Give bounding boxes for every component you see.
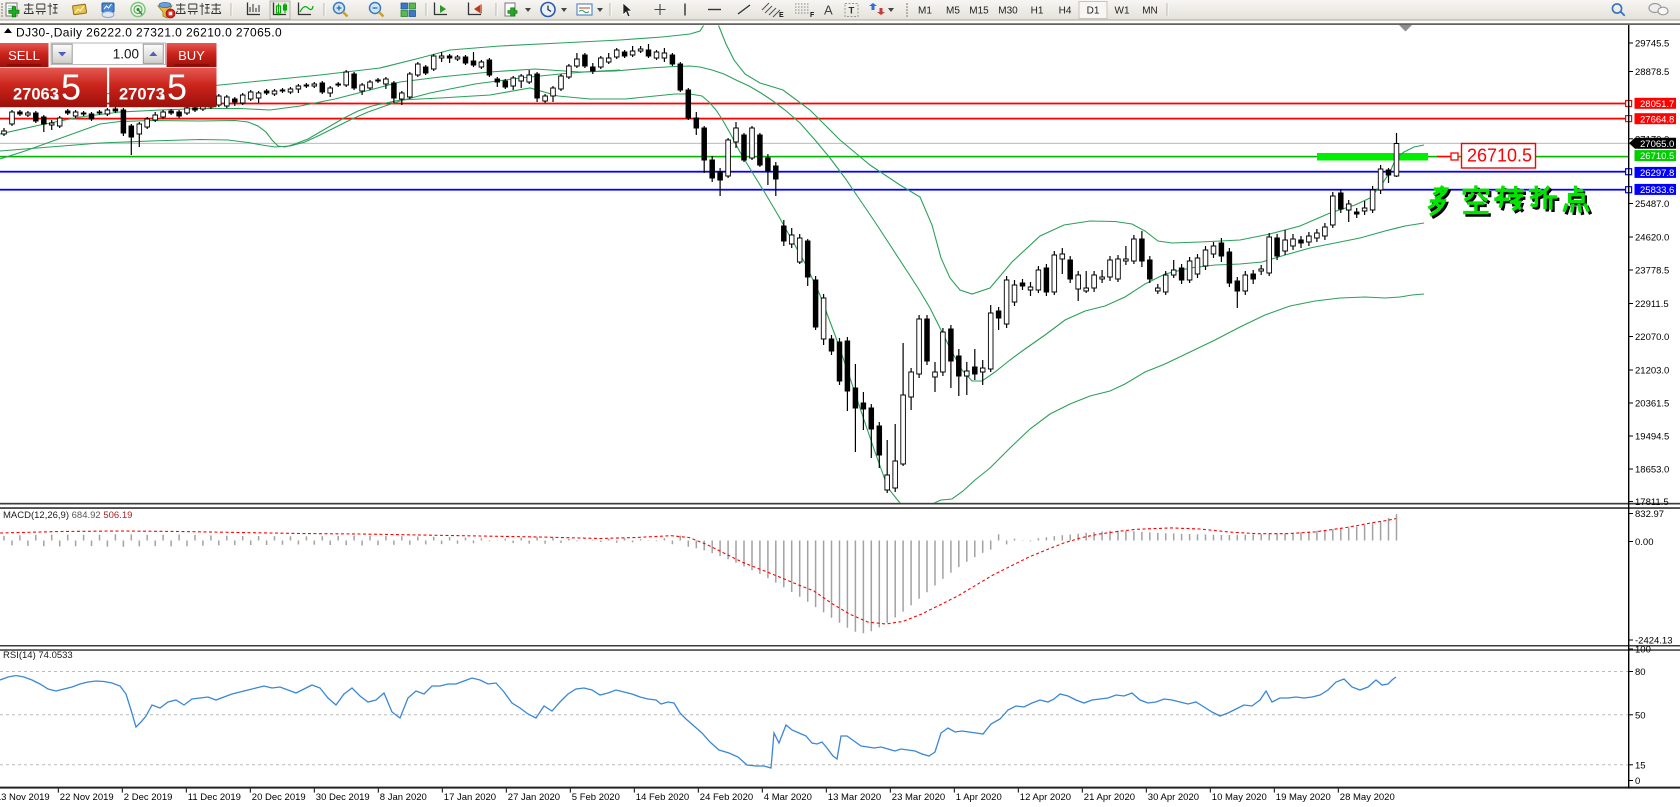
svg-text:0: 0 — [1635, 776, 1640, 787]
svg-text:H1: H1 — [1031, 6, 1044, 17]
svg-text:17811.5: 17811.5 — [1635, 497, 1669, 508]
svg-text:28878.5: 28878.5 — [1635, 67, 1669, 78]
svg-text:27065.0: 27065.0 — [1640, 139, 1674, 150]
svg-text:-2424.13: -2424.13 — [1635, 636, 1673, 647]
svg-text:5 Feb 2020: 5 Feb 2020 — [572, 792, 620, 803]
svg-text:20 Dec 2019: 20 Dec 2019 — [252, 792, 306, 803]
svg-text:23 Mar 2020: 23 Mar 2020 — [892, 792, 945, 803]
svg-text:14 Feb 2020: 14 Feb 2020 — [636, 792, 689, 803]
svg-text:26710.5: 26710.5 — [1467, 146, 1532, 166]
svg-text:M15: M15 — [969, 6, 989, 17]
svg-text:18653.0: 18653.0 — [1635, 465, 1669, 476]
svg-text:F: F — [810, 12, 815, 19]
svg-text:22070.0: 22070.0 — [1635, 332, 1669, 343]
svg-text:5: 5 — [167, 67, 187, 108]
svg-text:DJ30-,Daily 26222.0 27321.0 2: DJ30-,Daily 26222.0 27321.0 26210.0 2706… — [16, 26, 282, 40]
svg-text:M1: M1 — [918, 6, 932, 17]
svg-text:21 Apr 2020: 21 Apr 2020 — [1084, 792, 1135, 803]
svg-text:21203.0: 21203.0 — [1635, 366, 1669, 377]
svg-text:E: E — [779, 12, 784, 19]
svg-text:13 Nov 2019: 13 Nov 2019 — [0, 792, 50, 803]
svg-text:8 Jan 2020: 8 Jan 2020 — [380, 792, 427, 803]
svg-text:T: T — [849, 6, 855, 17]
svg-text:80: 80 — [1635, 667, 1646, 678]
svg-text:19494.5: 19494.5 — [1635, 432, 1669, 443]
svg-text:27073: 27073 — [119, 86, 165, 104]
svg-text:10 May 2020: 10 May 2020 — [1212, 792, 1267, 803]
svg-text:SELL: SELL — [8, 48, 40, 63]
svg-text:12 Apr 2020: 12 Apr 2020 — [1020, 792, 1071, 803]
svg-text:28051.7: 28051.7 — [1640, 99, 1674, 110]
svg-text:24 Feb 2020: 24 Feb 2020 — [700, 792, 753, 803]
svg-text:22911.5: 22911.5 — [1635, 299, 1669, 310]
svg-text:BUY: BUY — [178, 48, 205, 63]
svg-text:29745.5: 29745.5 — [1635, 39, 1669, 50]
svg-text:D1: D1 — [1087, 6, 1100, 17]
svg-text:M30: M30 — [998, 6, 1018, 17]
svg-text:15: 15 — [1635, 760, 1646, 771]
svg-text:30 Dec 2019: 30 Dec 2019 — [316, 792, 370, 803]
svg-text:5: 5 — [61, 67, 81, 108]
svg-text:832.97: 832.97 — [1635, 509, 1664, 520]
svg-text:20361.5: 20361.5 — [1635, 399, 1669, 410]
svg-text:17 Jan 2020: 17 Jan 2020 — [444, 792, 496, 803]
svg-text:50: 50 — [1635, 710, 1646, 721]
svg-text:24620.0: 24620.0 — [1635, 233, 1669, 244]
svg-text:MN: MN — [1142, 6, 1158, 17]
svg-text:22 Nov 2019: 22 Nov 2019 — [60, 792, 114, 803]
svg-text:A: A — [824, 3, 833, 18]
svg-text:26710.5: 26710.5 — [1640, 151, 1674, 162]
svg-text:H4: H4 — [1059, 6, 1072, 17]
svg-text:26297.8: 26297.8 — [1640, 168, 1674, 179]
svg-text:23778.5: 23778.5 — [1635, 266, 1669, 277]
svg-text:27664.8: 27664.8 — [1640, 114, 1674, 125]
svg-text:W1: W1 — [1115, 6, 1130, 17]
svg-text:RSI(14) 74.0533: RSI(14) 74.0533 — [3, 650, 73, 661]
svg-text:13 Mar 2020: 13 Mar 2020 — [828, 792, 881, 803]
svg-text:1 Apr 2020: 1 Apr 2020 — [956, 792, 1002, 803]
svg-text:100: 100 — [1635, 645, 1651, 656]
svg-text:MACD(12,26,9) 684.92 506.19: MACD(12,26,9) 684.92 506.19 — [3, 510, 132, 521]
svg-text:4 Mar 2020: 4 Mar 2020 — [764, 792, 812, 803]
svg-text:0.00: 0.00 — [1635, 537, 1654, 548]
svg-text:19 May 2020: 19 May 2020 — [1276, 792, 1331, 803]
svg-text:M5: M5 — [946, 6, 960, 17]
svg-text:11 Dec 2019: 11 Dec 2019 — [188, 792, 241, 803]
svg-text:25833.6: 25833.6 — [1640, 185, 1674, 196]
svg-text:25487.0: 25487.0 — [1635, 199, 1669, 210]
svg-text:30 Apr 2020: 30 Apr 2020 — [1148, 792, 1199, 803]
svg-text:27 Jan 2020: 27 Jan 2020 — [508, 792, 560, 803]
svg-text:28 May 2020: 28 May 2020 — [1340, 792, 1395, 803]
svg-text:27063: 27063 — [13, 86, 59, 104]
svg-text:2 Dec 2019: 2 Dec 2019 — [124, 792, 173, 803]
svg-text:1.00: 1.00 — [113, 47, 139, 62]
